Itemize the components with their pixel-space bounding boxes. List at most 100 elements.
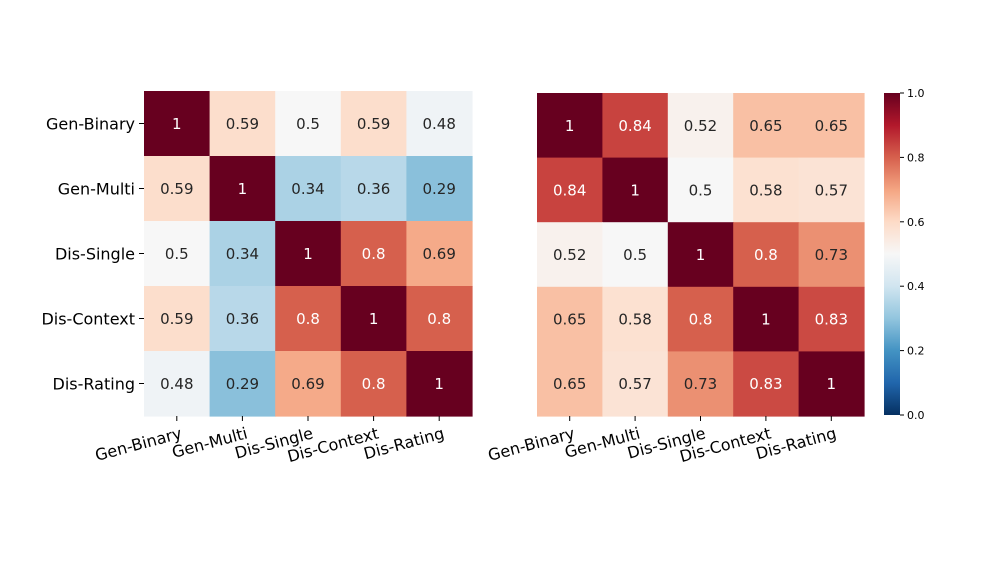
heatmap-left: 1 0.59 0.5 0.59 0.48 0.59 1 0.34 0.36 0.29 0.5 0.34… bbox=[41, 91, 473, 466]
right-cell-r2-c2 bbox=[667, 222, 734, 288]
left-cell-label-r2-c0: 0.5 bbox=[165, 245, 189, 263]
right-cell-r3-c1 bbox=[602, 286, 669, 352]
right-cell-r3-c4 bbox=[798, 286, 865, 352]
left-cell-r0-c3 bbox=[340, 91, 407, 157]
right-cell-r1-c3 bbox=[733, 157, 800, 223]
left-cell-label-r1-c1: 1 bbox=[238, 180, 248, 198]
left-cell-label-r0-c1: 0.59 bbox=[226, 115, 259, 133]
right-cell-label-r1-c2: 0.5 bbox=[689, 181, 713, 199]
right-cell-r0-c0 bbox=[537, 93, 603, 159]
right-cell-r2-c0 bbox=[537, 222, 603, 288]
left-cell-label-r4-c3: 0.8 bbox=[362, 375, 386, 393]
right-cell-label-r0-c4: 0.65 bbox=[815, 117, 848, 135]
left-ytick-dis-single: Dis-Single bbox=[55, 245, 135, 264]
right-cell-r0-c1 bbox=[602, 93, 669, 159]
colorbar-tick-label-0: 0.0 bbox=[907, 409, 925, 422]
right-cell-label-r0-c0: 1 bbox=[565, 117, 575, 135]
left-cell-label-r3-c2: 0.8 bbox=[296, 310, 320, 328]
right-cell-r1-c2 bbox=[667, 157, 734, 223]
left-cell-label-r1-c2: 0.34 bbox=[291, 180, 324, 198]
left-cell-label-r3-c1: 0.36 bbox=[226, 310, 259, 328]
right-cell-label-r1-c4: 0.57 bbox=[815, 181, 848, 199]
right-cell-label-r4-c1: 0.57 bbox=[618, 375, 651, 393]
right-cell-r1-c1 bbox=[602, 157, 669, 223]
left-cell-label-r2-c1: 0.34 bbox=[226, 245, 259, 263]
left-cell-r3-c3 bbox=[340, 286, 407, 352]
left-cell-r1-c0 bbox=[144, 156, 211, 222]
left-cell-r0-c1 bbox=[209, 91, 276, 157]
right-cell-label-r0-c3: 0.65 bbox=[749, 117, 782, 135]
left-cell-label-r0-c0: 1 bbox=[172, 115, 182, 133]
left-cell-r2-c1 bbox=[209, 221, 276, 287]
colorbar-tick-label-5: 1.0 bbox=[907, 87, 925, 100]
left-cell-label-r4-c4: 1 bbox=[434, 375, 444, 393]
left-cell-label-r3-c3: 1 bbox=[369, 310, 379, 328]
left-ytick-dis-rating: Dis-Rating bbox=[53, 375, 135, 394]
left-cell-label-r4-c0: 0.48 bbox=[160, 375, 193, 393]
right-cell-r4-c2 bbox=[667, 351, 734, 417]
right-cell-label-r4-c4: 1 bbox=[827, 375, 837, 393]
left-cell-r3-c4 bbox=[406, 286, 473, 352]
left-cell-label-r2-c3: 0.8 bbox=[362, 245, 386, 263]
right-cell-label-r2-c1: 0.5 bbox=[623, 246, 647, 264]
right-cell-r3-c0 bbox=[537, 286, 603, 352]
left-cell-label-r0-c3: 0.59 bbox=[357, 115, 390, 133]
right-cell-label-r3-c1: 0.58 bbox=[618, 311, 651, 329]
left-cell-label-r1-c4: 0.29 bbox=[422, 180, 455, 198]
right-cell-r1-c4 bbox=[798, 157, 865, 223]
left-cell-r2-c0 bbox=[144, 221, 211, 287]
right-cell-label-r4-c2: 0.73 bbox=[684, 375, 717, 393]
left-cell-r4-c4 bbox=[406, 351, 473, 417]
left-cell-r2-c4 bbox=[406, 221, 473, 287]
left-cell-label-r1-c0: 0.59 bbox=[160, 180, 193, 198]
left-cell-r3-c2 bbox=[275, 286, 342, 352]
right-cell-label-r2-c0: 0.52 bbox=[553, 246, 586, 264]
right-cell-r4-c1 bbox=[602, 351, 669, 417]
right-cell-r3-c3 bbox=[733, 286, 800, 352]
right-cell-label-r4-c0: 0.65 bbox=[553, 375, 586, 393]
right-cell-label-r2-c3: 0.8 bbox=[754, 246, 778, 264]
colorbar-tick-label-4: 0.8 bbox=[907, 151, 925, 164]
colorbar-tick-label-3: 0.6 bbox=[907, 216, 925, 229]
left-cell-label-r3-c0: 0.59 bbox=[160, 310, 193, 328]
left-cell-r3-c0 bbox=[144, 286, 211, 352]
left-cell-label-r1-c3: 0.36 bbox=[357, 180, 390, 198]
left-cell-r0-c4 bbox=[406, 91, 473, 157]
colorbar: 0.0 0.2 0.4 0.6 0.8 1.0 bbox=[884, 87, 925, 422]
left-cell-r1-c2 bbox=[275, 156, 342, 222]
left-cell-label-r2-c4: 0.69 bbox=[422, 245, 455, 263]
right-cell-r0-c3 bbox=[733, 93, 800, 159]
left-cell-r4-c2 bbox=[275, 351, 342, 417]
right-cell-label-r1-c0: 0.84 bbox=[553, 181, 586, 199]
left-cell-label-r3-c4: 0.8 bbox=[427, 310, 451, 328]
left-ytick-gen-binary: Gen-Binary bbox=[46, 115, 135, 134]
left-cell-r1-c3 bbox=[340, 156, 407, 222]
left-cell-r0-c0 bbox=[144, 91, 211, 157]
right-cell-r0-c4 bbox=[798, 93, 865, 159]
left-cell-r3-c1 bbox=[209, 286, 276, 352]
left-cell-r1-c1 bbox=[209, 156, 276, 222]
right-cell-label-r0-c1: 0.84 bbox=[618, 117, 651, 135]
left-cell-r0-c2 bbox=[275, 91, 342, 157]
colorbar-gradient bbox=[884, 93, 900, 415]
left-ytick-gen-multi: Gen-Multi bbox=[58, 180, 135, 199]
left-cell-label-r4-c2: 0.69 bbox=[291, 375, 324, 393]
right-cell-label-r1-c1: 1 bbox=[630, 181, 640, 199]
left-cell-r2-c3 bbox=[340, 221, 407, 287]
left-cell-r4-c3 bbox=[340, 351, 407, 417]
right-cell-label-r4-c3: 0.83 bbox=[749, 375, 782, 393]
right-cell-label-r3-c4: 0.83 bbox=[815, 311, 848, 329]
left-cell-r4-c0 bbox=[144, 351, 211, 417]
right-cell-r4-c0 bbox=[537, 351, 603, 417]
left-cell-r2-c2 bbox=[275, 221, 342, 287]
left-cell-label-r0-c2: 0.5 bbox=[296, 115, 320, 133]
left-cell-r1-c4 bbox=[406, 156, 473, 222]
right-cell-label-r0-c2: 0.52 bbox=[684, 117, 717, 135]
heatmap-right: 1 0.84 0.52 0.65 0.65 0.84 1 0.5 0.58 0.57 0.52 0.5… bbox=[486, 93, 865, 466]
right-cell-r2-c1 bbox=[602, 222, 669, 288]
colorbar-tick-label-2: 0.4 bbox=[907, 280, 925, 293]
right-cell-label-r3-c0: 0.65 bbox=[553, 311, 586, 329]
right-cell-r2-c3 bbox=[733, 222, 800, 288]
colorbar-tick-label-1: 0.2 bbox=[907, 345, 925, 358]
